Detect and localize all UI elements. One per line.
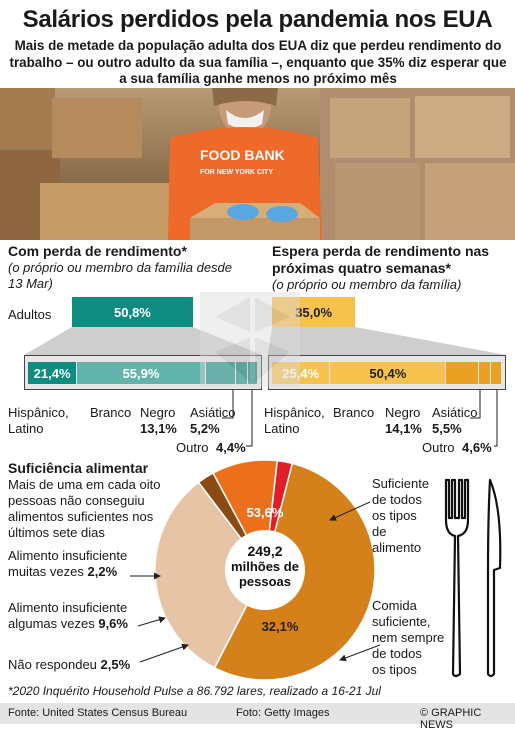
fork-knife-icon	[444, 478, 502, 678]
pie-center	[225, 530, 305, 610]
ethnic-bar-white-eth-right: 50,4%	[330, 362, 446, 384]
photo-food-bank-worker: FOOD BANK FOR NEW YORK CITY	[0, 88, 515, 240]
value-many: 2,2%	[87, 564, 118, 579]
leader-sometimes	[137, 616, 166, 627]
label-many-2: muitas vezes	[8, 564, 84, 579]
ethnic-bar-other-eth-left	[247, 362, 257, 384]
shirt-text-1: FOOD BANK	[200, 147, 285, 163]
value-other-left: 4,4%	[216, 440, 246, 455]
value-black-left: 13,1%	[140, 421, 177, 436]
chart1-title: Com perda de rendimento*	[8, 243, 187, 259]
label-hispanic-1-left: Hispânico,	[8, 405, 69, 420]
label-many-1: Alimento insuficiente	[8, 548, 128, 563]
label-sufficient-block: Suficiente de todos os tipos de alimento	[372, 476, 429, 556]
value-noans: 2,5%	[100, 657, 131, 672]
label-white-right: Branco	[333, 405, 375, 420]
label-com-3: nem sempre	[372, 630, 445, 645]
ethnic-bar-other-eth-right	[491, 362, 501, 384]
ethnic-bar-asian-eth-left	[235, 362, 247, 384]
leader-other-right	[494, 390, 498, 447]
food-title: Suficiência alimentar	[8, 460, 149, 476]
label-com-5: os tipos	[372, 662, 417, 677]
page-title: Salários perdidos pela pandemia nos EUA	[22, 6, 493, 33]
label-some-1: Alimento insuficiente	[8, 600, 128, 615]
label-other-right: Outro	[422, 440, 455, 455]
leader-other-left	[246, 390, 253, 447]
value-black-right: 14,1%	[385, 421, 422, 436]
ethnic-bar-hispanic-eth-left: 21,4%	[28, 362, 77, 384]
label-com-1: Comida	[372, 598, 417, 613]
adults-bar-expect: 35,0%	[272, 297, 356, 327]
adults-bar-loss: 50,8%	[72, 297, 193, 327]
food-description: Mais de uma em cada oito pessoas não con…	[8, 477, 161, 540]
leader-asian-right	[470, 390, 481, 419]
label-some-2: algumas vezes	[8, 616, 95, 631]
label-other-left: Outro	[176, 440, 209, 455]
label-suf-1: Suficiente	[372, 476, 430, 491]
leader-lines	[222, 390, 498, 447]
label-com-2: suficiente,	[372, 614, 431, 629]
connector-loss	[24, 327, 262, 355]
chart2-title: Espera perda de rendimento nas próximas …	[272, 243, 490, 276]
value-asian-left: 5,2%	[190, 421, 220, 436]
pie-center-text-wrap: milhões de pessoas	[231, 559, 299, 589]
ethnic-bar-white-eth-left: 55,9%	[77, 362, 205, 384]
knife-icon	[486, 478, 502, 678]
label-suf-2: de todos	[372, 492, 422, 507]
fork-icon	[444, 478, 470, 678]
leader-no-answer	[139, 643, 189, 663]
label-suf-5: alimento	[372, 540, 422, 555]
label-hispanic-2-left: Latino	[8, 421, 44, 436]
label-not-always-block: Comida suficiente, nem sempre de todos o…	[372, 598, 444, 678]
label-black-left: Negro	[140, 405, 176, 420]
label-suf-4: de	[372, 524, 387, 539]
ethnic-bar-black-eth-left	[205, 362, 235, 384]
value-some: 9,6%	[98, 616, 128, 631]
adults-label: Adultos	[8, 307, 52, 322]
leader-asian-left	[222, 390, 234, 419]
chart1-subtitle: (o próprio ou membro da família desde 13…	[8, 260, 233, 291]
photo-illustration: FOOD BANK FOR NEW YORK CITY	[0, 88, 515, 240]
label-hispanic-1-right: Hispânico,	[264, 405, 325, 420]
connector-expect	[268, 327, 506, 355]
pie-center-text: milhões de pessoas	[231, 559, 299, 589]
label-hispanic-2-right: Latino	[264, 421, 300, 436]
pie-leaders	[130, 501, 381, 663]
leader-not-always	[339, 644, 381, 662]
leader-sufficient	[329, 501, 371, 521]
ethnic-bar-hispanic-eth-right: 25,4%	[272, 362, 330, 384]
footer-photo: Foto: Getty Images	[236, 707, 330, 719]
value-other-right: 4,6%	[462, 440, 492, 455]
graphic-news-watermark	[200, 292, 300, 387]
footer: Fonte: United States Census Bureau Foto:…	[0, 703, 515, 731]
label-asian-left: Asiático	[190, 405, 236, 420]
ethnic-bar-black-eth-right	[446, 362, 478, 384]
pie-label-not-always: 32,1%	[262, 619, 299, 634]
shirt-text-2: FOR NEW YORK CITY	[200, 169, 273, 176]
pie-center-value: 249,2	[247, 543, 282, 559]
pie-label-sufficient: 53,6%	[247, 505, 284, 520]
ethnic-bar-asian-eth-right	[478, 362, 491, 384]
footnote: *2020 Inquérito Household Pulse a 86.792…	[8, 684, 381, 698]
label-black-right: Negro	[385, 405, 421, 420]
label-suf-3: os tipos	[372, 508, 417, 523]
footer-credit: © GRAPHIC NEWS	[420, 707, 482, 731]
label-com-4: de todos	[372, 646, 422, 661]
label-asian-right: Asiático	[432, 405, 478, 420]
label-noans: Não respondeu	[8, 657, 97, 672]
bar-connectors	[24, 327, 506, 355]
subtitle: Mais de metade da população adulta dos E…	[9, 38, 507, 86]
footer-source: Fonte: United States Census Bureau	[8, 707, 188, 719]
value-asian-right: 5,5%	[432, 421, 462, 436]
label-white-left: Branco	[90, 405, 132, 420]
chart2-subtitle: (o próprio ou membro da família)	[272, 277, 462, 292]
